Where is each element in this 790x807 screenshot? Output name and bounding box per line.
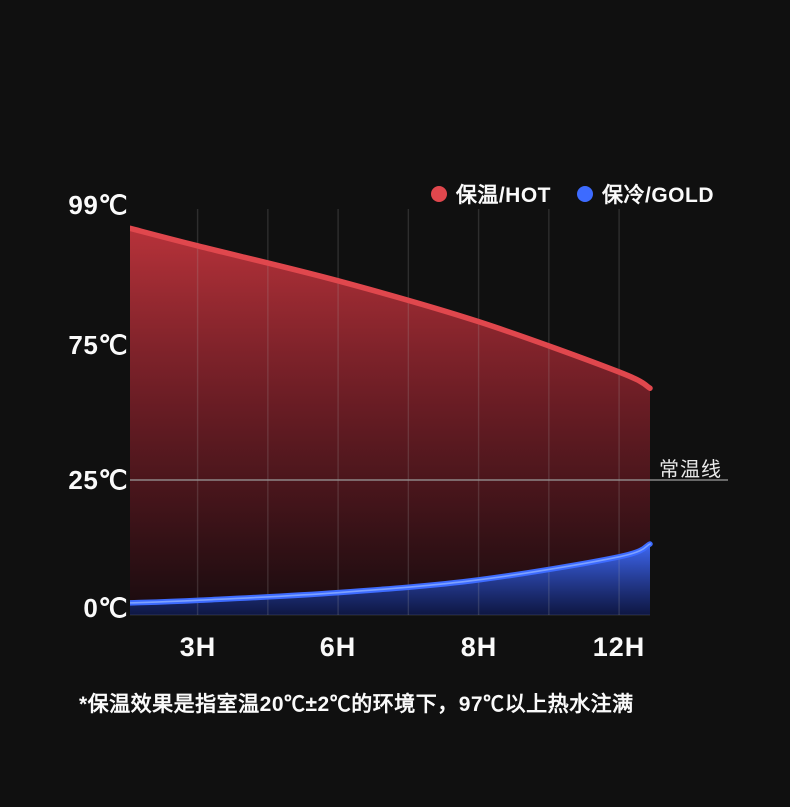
legend-item-hot: 保温/HOT	[430, 179, 551, 209]
y-tick-99: 99℃	[68, 190, 128, 220]
y-tick-25: 25℃	[68, 465, 128, 495]
legend-label-hot: 保温/HOT	[455, 184, 551, 207]
legend-label-cold: 保冷/GOLD	[602, 184, 714, 207]
x-tick-3h: 3H	[179, 632, 217, 662]
series-line-0	[130, 225, 653, 391]
series-area-1	[130, 544, 650, 615]
x-tick-12h: 12H	[592, 632, 646, 662]
footnote-text: *保温效果是指室温20℃±2℃的环境下，97℃以上热水注满	[79, 693, 634, 716]
x-tick-8h: 8H	[460, 632, 498, 662]
chart-svg	[130, 209, 728, 616]
reference-line-label: 常温线	[659, 459, 722, 481]
hot-series-dot-icon	[430, 186, 447, 202]
series-area-0	[130, 228, 650, 616]
chart-legend: 保温/HOT 保冷/GOLD	[430, 179, 714, 209]
legend-item-cold: 保冷/GOLD	[577, 179, 714, 209]
plot-root	[130, 209, 728, 616]
y-tick-75: 75℃	[68, 330, 128, 360]
series-line-cold-highlight	[130, 543, 651, 604]
y-tick-0: 0℃	[83, 593, 128, 623]
x-tick-6h: 6H	[319, 632, 357, 662]
cold-series-dot-icon	[577, 186, 593, 202]
